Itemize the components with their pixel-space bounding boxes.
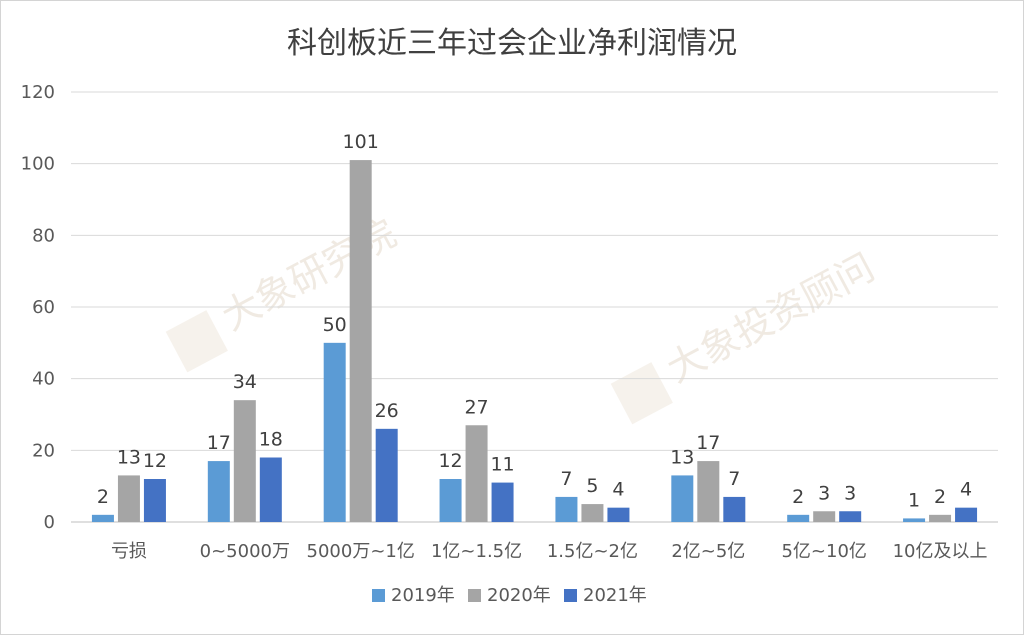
legend-label: 2021年 (583, 585, 647, 606)
bar (207, 461, 230, 522)
bar (903, 518, 926, 522)
data-label: 17 (207, 432, 231, 454)
data-label: 2 (97, 486, 109, 508)
legend-swatch (468, 589, 481, 602)
bars (91, 160, 978, 523)
y-tick-label: 20 (32, 440, 55, 461)
data-label: 2 (792, 486, 804, 508)
data-label: 12 (438, 450, 462, 472)
bar (349, 160, 372, 523)
data-label: 18 (259, 429, 283, 451)
data-label: 3 (818, 482, 830, 504)
data-label: 101 (343, 131, 379, 153)
x-category-label: 5亿~10亿 (781, 541, 866, 562)
data-label: 5 (586, 475, 598, 497)
bar (465, 425, 488, 522)
data-label: 13 (670, 446, 694, 468)
legend-label: 2020年 (487, 585, 551, 606)
bar (91, 514, 114, 522)
bar (323, 342, 346, 522)
data-label: 7 (560, 468, 572, 490)
legend-item: 2020年 (468, 585, 551, 606)
bar (491, 482, 514, 522)
legend-swatch (564, 589, 577, 602)
bar (671, 475, 694, 522)
chart-title: 科创板近三年过会企业净利润情况 (287, 26, 737, 61)
bar (259, 457, 282, 522)
gridlines (71, 91, 998, 523)
data-label: 4 (612, 479, 624, 501)
data-label: 27 (464, 396, 488, 418)
y-tick-label: 0 (44, 512, 55, 533)
watermark-text: 大象投资顾问 (660, 245, 882, 391)
x-category-label: 2亿~5亿 (671, 541, 745, 562)
y-tick-label: 60 (32, 297, 55, 318)
legend-item: 2021年 (564, 585, 647, 606)
data-label: 11 (490, 454, 514, 476)
watermark-logo-icon (165, 310, 228, 373)
bar (813, 511, 836, 522)
legend-swatch (372, 589, 385, 602)
bar (955, 507, 978, 522)
bar (555, 496, 578, 522)
data-label: 34 (233, 371, 257, 393)
bar (607, 507, 630, 522)
x-category-label: 1.5亿~2亿 (547, 541, 638, 562)
x-category-label: 0~5000万 (200, 541, 290, 562)
data-label: 13 (117, 446, 141, 468)
data-label: 1 (908, 489, 920, 511)
data-label: 7 (728, 468, 740, 490)
x-category-label: 1亿~1.5亿 (431, 541, 522, 562)
bar (723, 496, 746, 522)
data-label: 17 (696, 432, 720, 454)
bar (375, 428, 398, 522)
watermark-logo-icon (610, 362, 673, 425)
x-category-label: 10亿及以上 (893, 541, 988, 562)
y-tick-label: 100 (21, 154, 55, 175)
x-axis-categories: 亏损 0~5000万 5000万~1亿 1亿~1.5亿 1.5亿~2亿 2亿~5亿 5亿~1… (111, 541, 988, 562)
data-label: 12 (143, 450, 167, 472)
legend: 2019年 2020年 2021年 (372, 585, 647, 606)
y-axis-ticks: 0 20 40 60 80 100 120 (21, 82, 55, 533)
y-tick-label: 120 (21, 82, 55, 103)
bar (233, 400, 256, 522)
bar (581, 504, 604, 522)
legend-item: 2019年 (372, 585, 455, 606)
bar (697, 461, 720, 522)
watermark-layer: 大象研究院 大象投资顾问 (165, 211, 882, 425)
data-label: 26 (375, 400, 399, 422)
data-label: 3 (844, 482, 856, 504)
bar (929, 514, 952, 522)
bar (117, 475, 140, 522)
legend-label: 2019年 (391, 585, 455, 606)
x-category-label: 5000万~1亿 (307, 541, 415, 562)
bar (839, 511, 862, 522)
watermark: 大象投资顾问 (610, 245, 882, 425)
x-category-label: 亏损 (111, 541, 147, 562)
y-tick-label: 40 (32, 369, 55, 390)
bar (143, 479, 166, 522)
data-label: 4 (960, 479, 972, 501)
bar (787, 514, 810, 522)
watermark-text: 大象研究院 (215, 211, 403, 339)
y-tick-label: 80 (32, 225, 55, 246)
bar (439, 479, 462, 522)
data-label: 50 (323, 314, 347, 336)
data-label: 2 (934, 486, 946, 508)
